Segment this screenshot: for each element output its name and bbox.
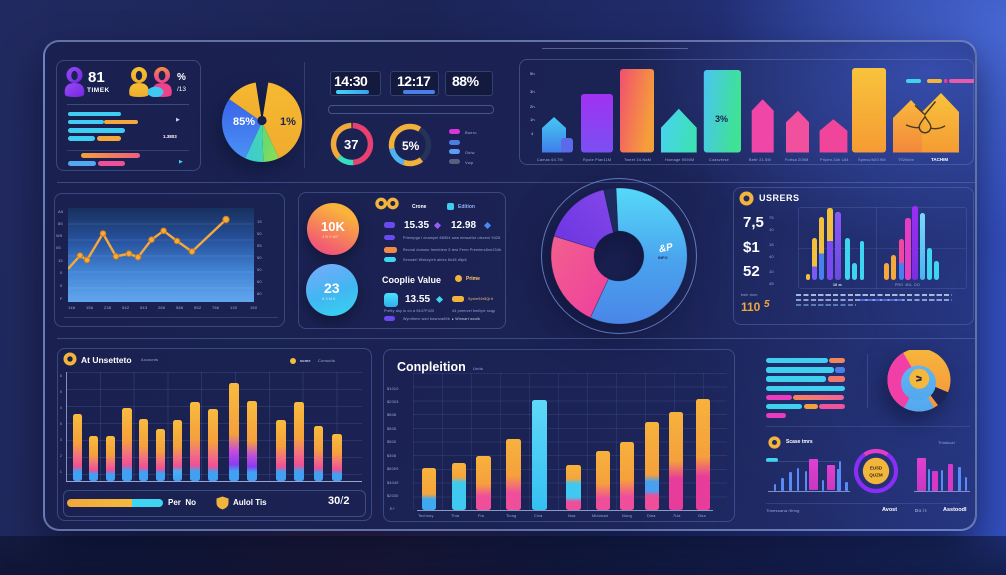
svg-text:EU5D: EU5D — [870, 466, 883, 471]
svg-text:QUZM: QUZM — [869, 473, 883, 478]
svg-text:3%: 3% — [715, 114, 728, 124]
